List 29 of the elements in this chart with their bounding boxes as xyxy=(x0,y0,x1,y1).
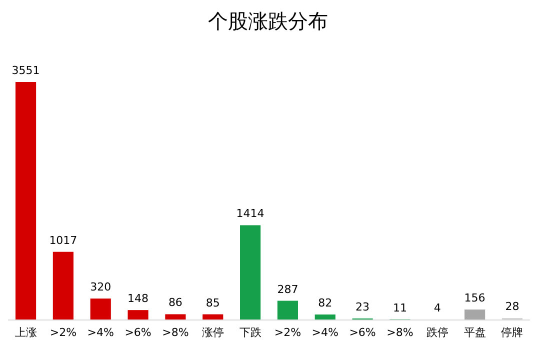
data-label: 287 xyxy=(277,282,298,296)
x-tick-label: >8% xyxy=(162,326,189,339)
x-tick-label: >6% xyxy=(124,326,152,339)
data-label: 148 xyxy=(128,292,149,306)
x-tick-label: >2% xyxy=(50,326,77,339)
x-tick-label: >2% xyxy=(274,326,302,339)
x-tick-label: >8% xyxy=(386,326,414,339)
x-tick-label: >4% xyxy=(312,326,338,339)
x-tick-label: 上涨 xyxy=(14,326,37,339)
x-tick-label: >4% xyxy=(87,326,114,339)
data-label: 86 xyxy=(168,296,182,310)
x-tick-label: 跌停 xyxy=(426,326,448,339)
data-label: 11 xyxy=(392,301,407,314)
data-label: 320 xyxy=(90,280,112,294)
x-tick-label: >6% xyxy=(349,326,376,339)
data-label: 23 xyxy=(356,300,370,314)
data-label: 3551 xyxy=(12,64,40,77)
x-tick-label: 下跌 xyxy=(239,326,262,339)
x-tick-label: 涨停 xyxy=(202,326,224,339)
data-label: 1017 xyxy=(49,234,78,247)
data-label: 82 xyxy=(318,296,332,310)
chart-title: 个股涨跌分布 xyxy=(208,9,328,33)
data-label: 1414 xyxy=(236,207,264,220)
x-tick-label: 停牌 xyxy=(501,326,524,339)
data-label: 28 xyxy=(505,300,520,314)
data-label: 156 xyxy=(464,292,486,305)
data-label: 85 xyxy=(206,296,220,310)
data-label: 4 xyxy=(434,302,441,315)
x-tick-label: 平盘 xyxy=(464,326,486,339)
